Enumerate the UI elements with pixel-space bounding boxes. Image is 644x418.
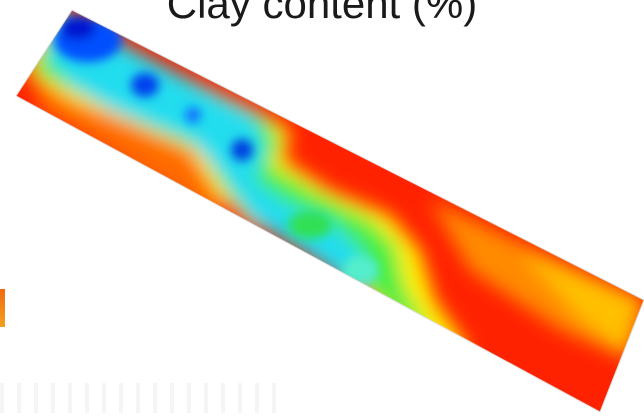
low-clay-pocket-1 xyxy=(131,73,159,97)
low-clay-pocket-2 xyxy=(185,107,201,123)
map-title: Clay content (%) xyxy=(166,0,478,27)
low-clay-core-nw xyxy=(60,16,96,40)
low-clay-pocket-3 xyxy=(231,139,253,161)
strip-outline xyxy=(15,9,644,413)
cyan-pocket-south xyxy=(342,256,378,284)
faint-artifact xyxy=(0,383,285,413)
east-yellow-zone xyxy=(520,250,644,352)
low-clay-cyan-zone xyxy=(45,10,370,285)
green-pocket-mid xyxy=(288,211,332,239)
colorbar-fragment xyxy=(0,289,5,327)
